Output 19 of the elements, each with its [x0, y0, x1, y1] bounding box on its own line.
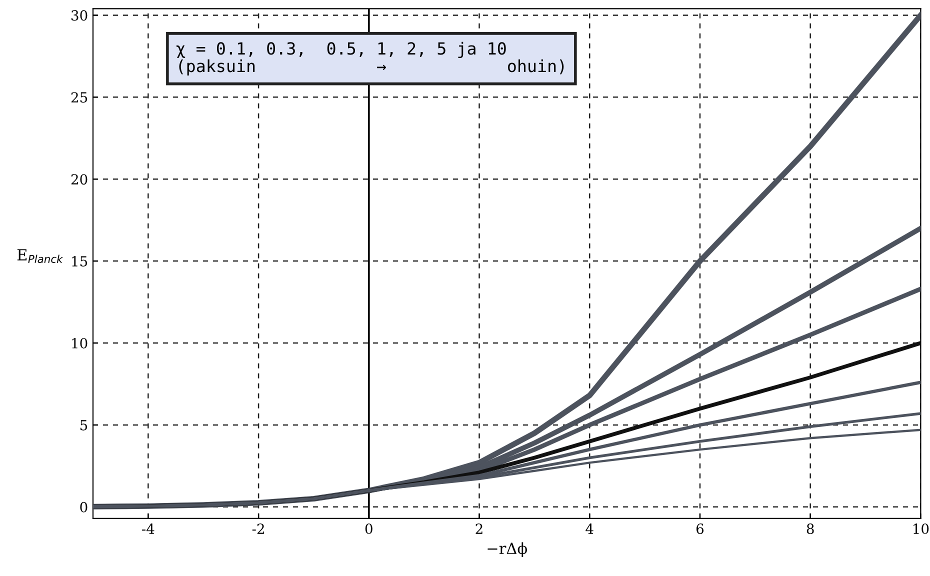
x-tick-label: 0	[365, 524, 372, 534]
y-tick-label: 15	[72, 256, 88, 267]
x-tick-label: 6	[696, 524, 704, 534]
annotation: (paksuin → ohuin)	[179, 59, 564, 76]
x-tick-label: 8	[806, 524, 814, 534]
x-tick-label: 4	[586, 524, 594, 534]
y-tick-label: 20	[71, 174, 88, 185]
y-tick-label: 25	[71, 92, 88, 103]
x-tick-label: -2	[252, 524, 264, 534]
x-tick-label: 2	[476, 524, 482, 534]
x-tick-label: -4	[142, 524, 154, 534]
annotation: χ = 0.1, 0.3, 0.5, 1, 2, 5 ja 10	[176, 42, 506, 58]
y-tick-label: 5	[80, 420, 88, 430]
y-tick-label: 10	[72, 338, 88, 348]
y-axis-title: E$_{Planck}$	[17, 249, 64, 263]
x-tick-label: 10	[914, 524, 929, 534]
x-axis-title: −rΔϕ	[488, 542, 528, 558]
y-tick-label: 0	[80, 502, 88, 512]
y-tick-label: 30	[72, 10, 88, 21]
